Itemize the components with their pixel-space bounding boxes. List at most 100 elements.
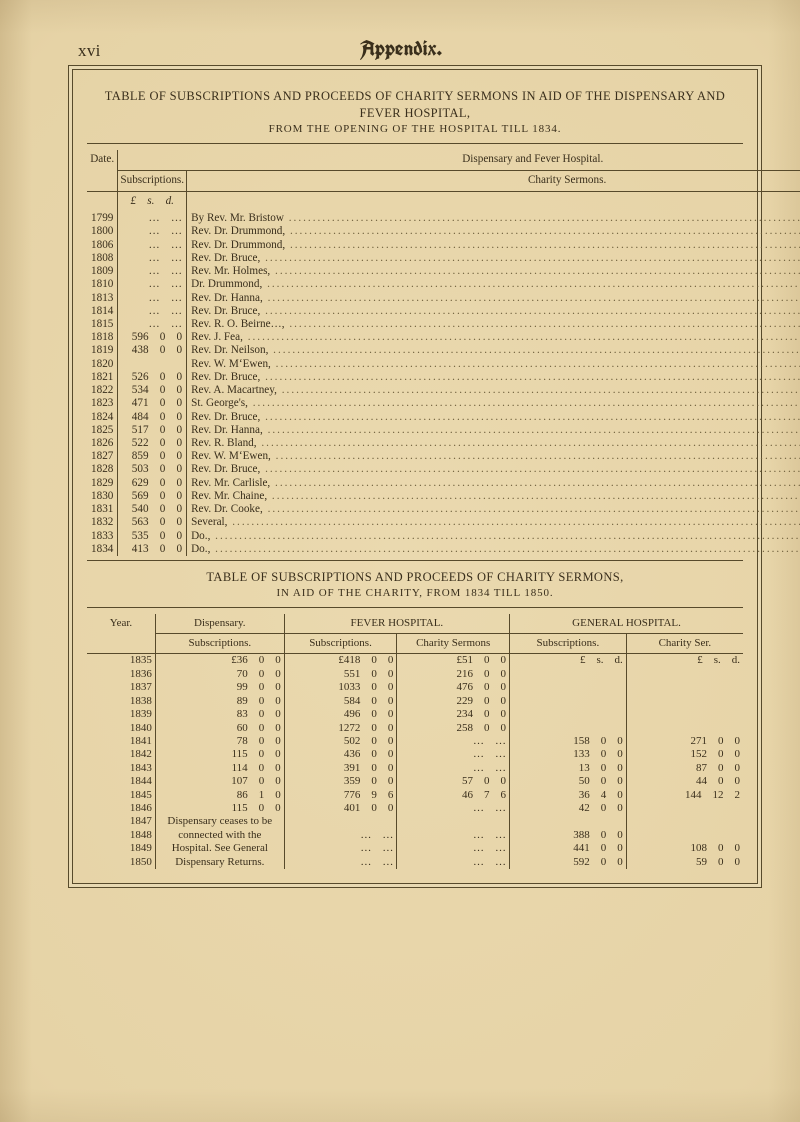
cell-fh-subs: 401 0 0 — [284, 802, 397, 815]
rule — [87, 560, 743, 561]
table-row: 1831540 0 0Rev. Dr. Cooke,149 0 0 — [87, 503, 800, 516]
cell-fh-chars: 46 7 6 — [397, 789, 510, 802]
cell-fh-chars: … … — [397, 762, 510, 775]
cell-disp: 89 0 0 — [155, 695, 284, 708]
cell-desc: Rev. Dr. Bruce, — [187, 371, 800, 384]
cell-desc: Rev. R. Bland, — [187, 437, 800, 450]
cell-sub: 503 0 0 — [118, 463, 187, 476]
table-row: 1829629 0 0Rev. Mr. Carlisle,136 0 0 — [87, 477, 800, 490]
folio: xvi — [78, 41, 101, 61]
cell-year: 1844 — [87, 775, 155, 788]
running-head: xvi Appendix. — [78, 34, 752, 63]
cell-year: 1840 — [87, 722, 155, 735]
cell-fh-subs: 776 9 6 — [284, 789, 397, 802]
cell-gh-chars — [626, 802, 743, 815]
th-fh-subs: Subscriptions. — [284, 634, 397, 654]
cell-desc: Rev. W. M‘Ewen, — [187, 450, 800, 463]
cell-sub: 540 0 0 — [118, 503, 187, 516]
cell-fh-subs: … … — [284, 829, 397, 842]
table1: Date. Dispensary and Fever Hospital. Sub… — [87, 150, 800, 556]
cell-fh-chars: 229 0 0 — [397, 695, 510, 708]
table-row: 1844107 0 0359 0 057 0 050 0 044 0 0 — [87, 775, 743, 788]
table2-head: Year. Dispensary. FEVER HOSPITAL. GENERA… — [87, 614, 743, 654]
table2-body: 1835£36 0 0£418 0 0£51 0 0£ s. d.£ s. d.… — [87, 654, 743, 869]
cell-fh-subs — [284, 815, 397, 828]
cell-year: 1832 — [87, 516, 118, 529]
cell-year: 1843 — [87, 762, 155, 775]
table-row: 1828503 0 0Rev. Dr. Bruce,145 0 0 — [87, 463, 800, 476]
cell-fh-subs: 436 0 0 — [284, 748, 397, 761]
running-head-word: Appendix. — [360, 34, 442, 63]
table-row: 1818596 0 0Rev. J. Fea,177 0 0 — [87, 331, 800, 344]
table-row: 1821526 0 0Rev. Dr. Bruce,225 0 0 — [87, 371, 800, 384]
th-subs: Subscriptions. — [118, 170, 187, 191]
cell-fh-chars: 216 0 0 — [397, 668, 510, 681]
table-row: 1814… …Rev. Dr. Bruce,172 0 0 — [87, 305, 800, 318]
table-row: 1822534 0 0Rev. A. Macartney,117 0 0 — [87, 384, 800, 397]
cell-sub — [118, 358, 187, 371]
cell-gh-subs — [510, 681, 627, 694]
cell-gh-chars — [626, 695, 743, 708]
table-row: 1847Dispensary ceases to be connected wi… — [87, 815, 743, 828]
cell-year: 1833 — [87, 530, 118, 543]
cell-sub: 534 0 0 — [118, 384, 187, 397]
cell-sub: 526 0 0 — [118, 371, 187, 384]
th-year: Year. — [87, 614, 155, 654]
cell-sub: 438 0 0 — [118, 344, 187, 357]
cell-disp: 83 0 0 — [155, 708, 284, 721]
th-money-sub: £ s. d. — [118, 192, 187, 213]
cell-gh-subs: 133 0 0 — [510, 748, 627, 761]
cell-gh-subs: 13 0 0 — [510, 762, 627, 775]
table1-head: Date. Dispensary and Fever Hospital. Sub… — [87, 150, 800, 213]
cell-sub: 859 0 0 — [118, 450, 187, 463]
cell-fh-subs: 391 0 0 — [284, 762, 397, 775]
table-row: 1819438 0 0Rev. Dr. Neilson,211 0 0 — [87, 344, 800, 357]
cell-fh-subs: … … — [284, 856, 397, 869]
cell-disp: £36 0 0 — [155, 654, 284, 668]
th-span: Dispensary and Fever Hospital. — [118, 150, 800, 171]
cell-year: 1827 — [87, 450, 118, 463]
cell-sub: … … — [118, 318, 187, 331]
table-row: 1800… …Rev. Dr. Drummond,0 0 0 — [87, 225, 800, 238]
cell-year: 1842 — [87, 748, 155, 761]
cell-sub: … … — [118, 212, 187, 225]
table-row: 1806… …Rev. Dr. Drummond,137 0 0 — [87, 239, 800, 252]
cell-desc: Rev. Dr. Hanna, — [187, 292, 800, 305]
cell-desc: By Rev. Mr. Bristow — [187, 212, 800, 225]
table1-body: 1799… …By Rev. Mr. Bristow0 0 01800… …Re… — [87, 212, 800, 556]
cell-year: 1823 — [87, 397, 118, 410]
cell-sub: … … — [118, 239, 187, 252]
cell-fh-chars: … … — [397, 735, 510, 748]
table-row: 1834413 0 0Do.,259 0 0 — [87, 543, 800, 556]
cell-desc: Several, — [187, 516, 800, 529]
dispensary-note: Dispensary ceases to be connected with t… — [155, 815, 284, 869]
cell-sub: … … — [118, 305, 187, 318]
cell-fh-chars: 57 0 0 — [397, 775, 510, 788]
cell-disp: 115 0 0 — [155, 802, 284, 815]
table-row: 1842115 0 0436 0 0… …133 0 0152 0 0 — [87, 748, 743, 761]
cell-fh-subs: 551 0 0 — [284, 668, 397, 681]
cell-year: 1800 — [87, 225, 118, 238]
cell-sub: 522 0 0 — [118, 437, 187, 450]
th-fh-chars: Charity Sermons — [397, 634, 510, 654]
table-row: 1815… …Rev. R. O. Beirne…,127 0 0 — [87, 318, 800, 331]
cell-desc: Rev. Dr. Bruce, — [187, 252, 800, 265]
cell-fh-subs: 1033 0 0 — [284, 681, 397, 694]
cell-year: 1813 — [87, 292, 118, 305]
table-row: 1810… …Dr. Drummond,147 0 0 — [87, 278, 800, 291]
cell-year: 1818 — [87, 331, 118, 344]
cell-disp: 86 1 0 — [155, 789, 284, 802]
cell-year: 1834 — [87, 543, 118, 556]
cell-desc: Rev. Dr. Cooke, — [187, 503, 800, 516]
cell-year: 1825 — [87, 424, 118, 437]
cell-gh-chars: 108 0 0 — [626, 842, 743, 855]
cell-fh-subs: … … — [284, 842, 397, 855]
cell-fh-chars: … … — [397, 748, 510, 761]
table2-caption: TABLE OF SUBSCRIPTIONS AND PROCEEDS OF C… — [93, 569, 737, 601]
cell-fh-chars — [397, 815, 510, 828]
cell-sub: … … — [118, 265, 187, 278]
cell-gh-chars — [626, 668, 743, 681]
cell-gh-chars: 144 12 2 — [626, 789, 743, 802]
cell-year: 1849 — [87, 842, 155, 855]
cell-year: 1830 — [87, 490, 118, 503]
